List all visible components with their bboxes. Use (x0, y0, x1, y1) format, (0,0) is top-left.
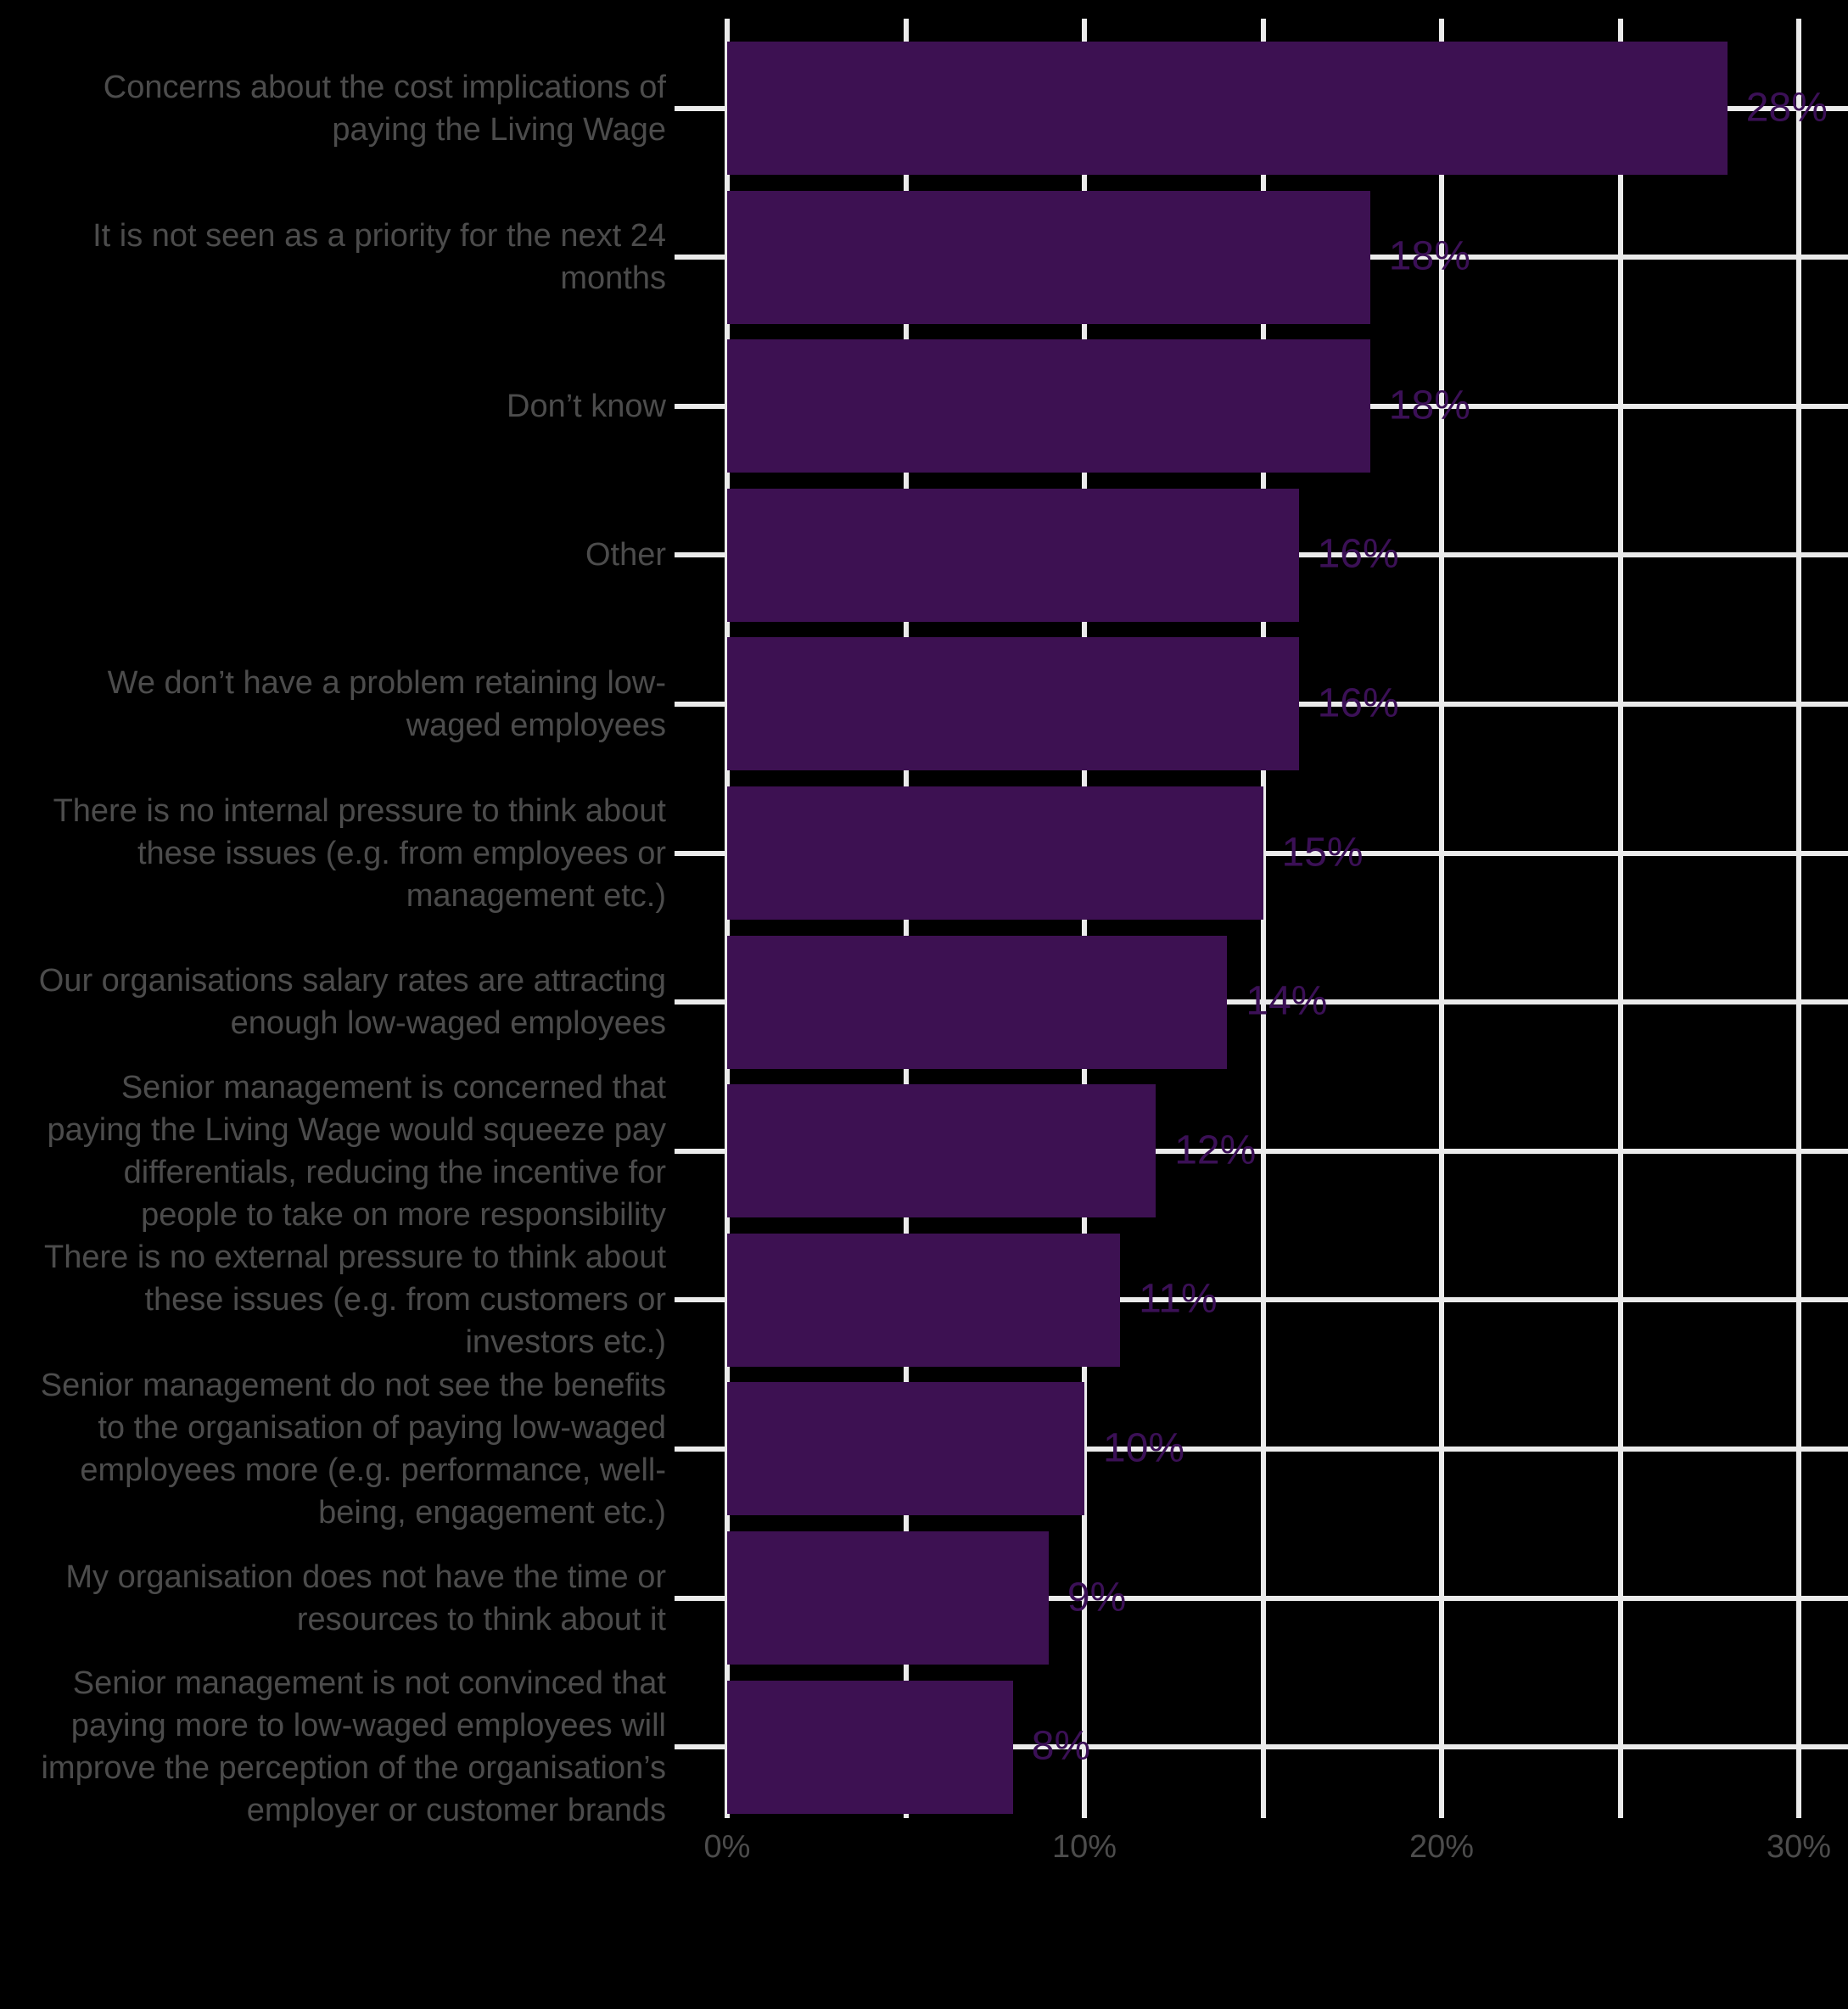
value-label: 16% (1317, 531, 1399, 577)
value-label: 16% (1317, 680, 1399, 726)
value-label: 15% (1281, 829, 1364, 875)
category-label: Concerns about the cost implications of … (103, 69, 666, 148)
vertical-gridline (1796, 19, 1801, 1818)
category-gridline (675, 999, 1848, 1005)
category-gridline (675, 1595, 1848, 1601)
x-tick-label: 30% (1766, 1829, 1832, 1865)
value-label: 14% (1246, 978, 1328, 1024)
vertical-gridline (1439, 19, 1444, 1818)
category-label: We don’t have a problem retaining low-wa… (107, 664, 666, 743)
category-label: Our organisations salary rates are attra… (38, 963, 666, 1042)
category-label: Senior management do not see the benefit… (40, 1367, 666, 1531)
value-label: 9% (1067, 1574, 1127, 1620)
category-label: It is not seen as a priority for the nex… (92, 218, 666, 297)
category-gridline (675, 1744, 1848, 1750)
bar (727, 935, 1228, 1069)
category-gridline (675, 1148, 1848, 1154)
value-label: 8% (1031, 1723, 1091, 1769)
value-label: 10% (1103, 1425, 1185, 1471)
value-label: 18% (1388, 233, 1470, 279)
x-tick-label: 20% (1408, 1829, 1475, 1865)
bar (727, 1382, 1084, 1516)
bar (727, 1233, 1121, 1367)
bar (727, 190, 1370, 324)
category-label: There is no external pressure to think a… (44, 1240, 666, 1361)
value-label: 28% (1745, 84, 1828, 130)
bar (727, 1084, 1156, 1218)
value-label: 18% (1388, 383, 1470, 428)
category-label: Senior management is concerned that payi… (47, 1069, 666, 1233)
x-tick-label: 0% (703, 1829, 751, 1865)
value-label: 11% (1139, 1276, 1218, 1322)
category-label: Don’t know (507, 388, 666, 424)
category-label: My organisation does not have the time o… (65, 1559, 666, 1637)
bar (727, 1531, 1049, 1665)
category-gridline (675, 1446, 1848, 1452)
bar (727, 42, 1728, 175)
category-gridline (675, 1297, 1848, 1303)
bar (727, 339, 1370, 473)
bar (727, 786, 1263, 920)
bar (727, 488, 1299, 622)
x-tick-label: 10% (1051, 1829, 1117, 1865)
bar (727, 637, 1299, 771)
category-label: There is no internal pressure to think a… (53, 792, 666, 914)
value-label: 12% (1174, 1128, 1257, 1173)
vertical-gridline (1617, 19, 1623, 1818)
category-label: Senior management is not convinced that … (41, 1665, 666, 1829)
vertical-gridline (1260, 19, 1266, 1818)
category-label: Other (585, 537, 666, 574)
bar (727, 1680, 1013, 1814)
